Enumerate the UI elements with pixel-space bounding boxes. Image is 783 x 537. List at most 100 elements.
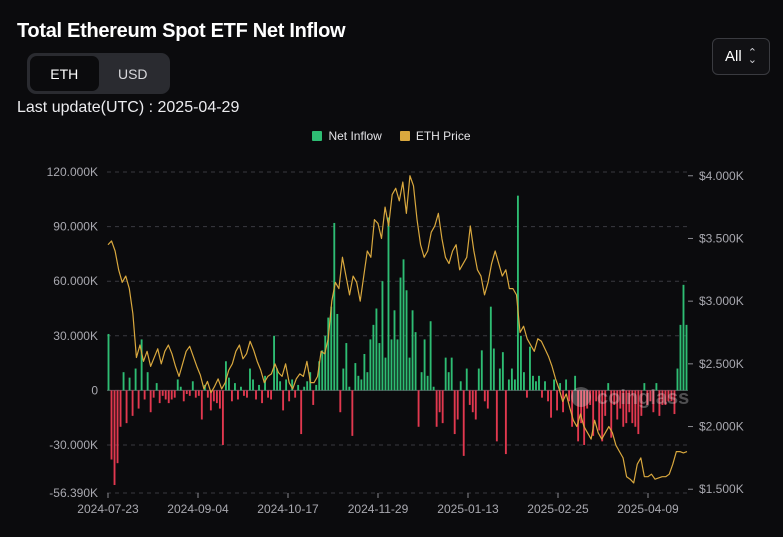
net-inflow-bar[interactable] [273, 335, 276, 391]
net-inflow-bar[interactable] [426, 375, 429, 391]
net-inflow-bar[interactable] [414, 332, 417, 391]
net-inflow-bar[interactable] [285, 379, 288, 391]
net-inflow-bar[interactable] [303, 386, 306, 391]
net-inflow-bar[interactable] [393, 310, 396, 391]
net-inflow-bar[interactable] [631, 390, 634, 424]
net-inflow-bar[interactable] [306, 381, 309, 391]
net-inflow-bar[interactable] [438, 390, 441, 413]
net-inflow-bar[interactable] [471, 390, 474, 413]
net-inflow-bar[interactable] [535, 381, 537, 391]
net-inflow-bar[interactable] [420, 372, 423, 391]
net-inflow-bar[interactable] [486, 390, 489, 409]
net-inflow-bar[interactable] [140, 339, 143, 391]
net-inflow-bar[interactable] [417, 390, 420, 427]
net-inflow-bar[interactable] [197, 390, 200, 396]
net-inflow-bar[interactable] [616, 390, 619, 420]
net-inflow-bar[interactable] [423, 339, 426, 391]
net-inflow-bar[interactable] [161, 390, 164, 396]
net-inflow-bar[interactable] [538, 375, 540, 391]
unit-toggle-usd[interactable]: USD [117, 65, 148, 82]
net-inflow-bar[interactable] [568, 390, 571, 402]
net-inflow-bar[interactable] [474, 390, 477, 420]
net-inflow-bar[interactable] [408, 357, 411, 391]
net-inflow-bar[interactable] [291, 379, 294, 391]
net-inflow-bar[interactable] [468, 390, 471, 405]
net-inflow-bar[interactable] [580, 390, 583, 424]
net-inflow-bar[interactable] [360, 379, 363, 391]
net-inflow-bar[interactable] [526, 390, 528, 398]
net-inflow-bar[interactable] [267, 390, 269, 398]
net-inflow-bar[interactable] [435, 390, 438, 427]
net-inflow-bar[interactable] [131, 390, 134, 416]
net-inflow-bar[interactable] [345, 343, 348, 391]
net-inflow-bar[interactable] [489, 306, 492, 391]
net-inflow-bar[interactable] [206, 390, 209, 398]
net-inflow-bar[interactable] [676, 368, 679, 391]
net-inflow-bar[interactable] [182, 390, 185, 402]
net-inflow-bar[interactable] [146, 372, 149, 391]
net-inflow-bar[interactable] [252, 379, 254, 391]
net-inflow-bar[interactable] [547, 390, 549, 402]
net-inflow-bar[interactable] [231, 390, 233, 402]
net-inflow-bar[interactable] [592, 390, 595, 436]
net-inflow-bar[interactable] [282, 390, 285, 411]
net-inflow-bar[interactable] [110, 390, 113, 460]
net-inflow-bar[interactable] [516, 195, 519, 391]
net-inflow-bar[interactable] [601, 390, 604, 442]
net-inflow-bar[interactable] [553, 379, 555, 391]
net-inflow-bar[interactable] [387, 217, 390, 391]
net-inflow-bar[interactable] [483, 390, 486, 402]
net-inflow-bar[interactable] [221, 390, 224, 445]
range-select[interactable]: All ⌃ ⌄ [712, 38, 770, 75]
legend-item-eth-price[interactable]: ETH Price [399, 129, 471, 143]
net-inflow-bar[interactable] [565, 379, 568, 391]
net-inflow-bar[interactable] [679, 324, 682, 391]
net-inflow-bar[interactable] [402, 259, 405, 391]
net-inflow-bar[interactable] [158, 390, 161, 404]
net-inflow-bar[interactable] [155, 383, 158, 391]
net-inflow-bar[interactable] [625, 390, 628, 424]
net-inflow-bar[interactable] [333, 222, 336, 391]
net-inflow-bar[interactable] [134, 368, 137, 391]
net-inflow-bar[interactable] [170, 390, 173, 400]
net-inflow-bar[interactable] [209, 390, 212, 411]
net-inflow-bar[interactable] [664, 390, 667, 405]
net-inflow-bar[interactable] [658, 390, 661, 416]
net-inflow-bar[interactable] [378, 343, 381, 391]
net-inflow-bar[interactable] [240, 386, 242, 391]
net-inflow-bar[interactable] [510, 368, 513, 391]
net-inflow-bar[interactable] [405, 290, 408, 391]
net-inflow-bar[interactable] [571, 390, 574, 427]
net-inflow-bar[interactable] [465, 368, 468, 391]
net-inflow-bar[interactable] [270, 390, 272, 400]
net-inflow-bar[interactable] [218, 390, 221, 409]
net-inflow-bar[interactable] [122, 372, 125, 391]
net-inflow-bar[interactable] [288, 390, 291, 402]
net-inflow-bar[interactable] [119, 390, 122, 427]
net-inflow-bar[interactable] [453, 390, 456, 435]
net-inflow-bar[interactable] [167, 390, 170, 404]
net-inflow-bar[interactable] [396, 339, 399, 391]
net-inflow-bar[interactable] [381, 281, 384, 391]
net-inflow-bar[interactable] [318, 361, 321, 391]
net-inflow-bar[interactable] [447, 372, 450, 391]
net-inflow-bar[interactable] [556, 390, 558, 411]
net-inflow-bar[interactable] [450, 357, 453, 391]
net-inflow-bar[interactable] [604, 390, 607, 416]
net-inflow-bar[interactable] [179, 386, 182, 391]
net-inflow-bar[interactable] [200, 390, 203, 420]
net-inflow-bar[interactable] [498, 368, 501, 391]
net-inflow-bar[interactable] [357, 375, 360, 391]
net-inflow-bar[interactable] [619, 390, 622, 409]
net-inflow-bar[interactable] [243, 390, 245, 396]
net-inflow-bar[interactable] [507, 379, 510, 391]
net-inflow-bar[interactable] [137, 390, 140, 409]
net-inflow-bar[interactable] [655, 383, 658, 391]
net-inflow-bar[interactable] [354, 363, 357, 391]
net-inflow-bar[interactable] [459, 381, 462, 391]
net-inflow-bar[interactable] [673, 390, 676, 415]
net-inflow-bar[interactable] [215, 390, 218, 404]
net-inflow-bar[interactable] [532, 375, 534, 391]
net-inflow-bar[interactable] [634, 390, 637, 427]
net-inflow-bar[interactable] [640, 390, 643, 416]
